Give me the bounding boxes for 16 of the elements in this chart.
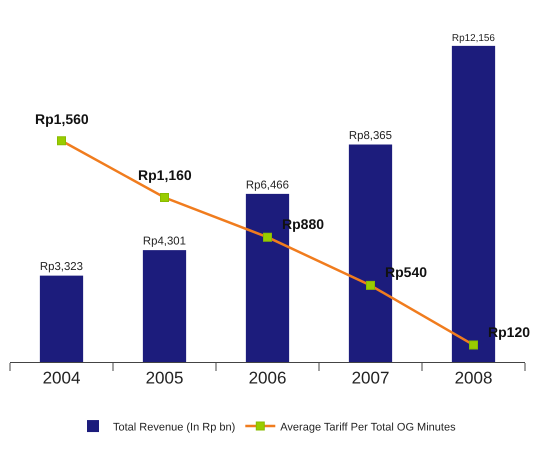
data-label: Rp1,560 bbox=[35, 111, 89, 127]
bar bbox=[142, 250, 186, 362]
data-label: Rp4,301 bbox=[142, 236, 186, 248]
data-label: Rp3,323 bbox=[40, 261, 83, 274]
data-label: Rp1,160 bbox=[138, 167, 192, 183]
bar bbox=[40, 276, 84, 362]
x-tick-label: 2008 bbox=[454, 368, 492, 388]
x-tick-label: 2007 bbox=[352, 368, 390, 388]
data-label: Rp12,156 bbox=[452, 32, 496, 44]
x-tick-label: 2004 bbox=[42, 368, 80, 388]
x-tick-label: 2006 bbox=[248, 368, 286, 388]
legend-label: Total Revenue (In Rp bn) bbox=[113, 421, 236, 434]
data-label: Rp8,365 bbox=[348, 130, 392, 142]
data-label: Rp6,466 bbox=[246, 179, 289, 192]
x-tick-label: 2005 bbox=[146, 368, 184, 388]
legend-label: Average Tariff Per Total OG Minutes bbox=[280, 421, 456, 434]
